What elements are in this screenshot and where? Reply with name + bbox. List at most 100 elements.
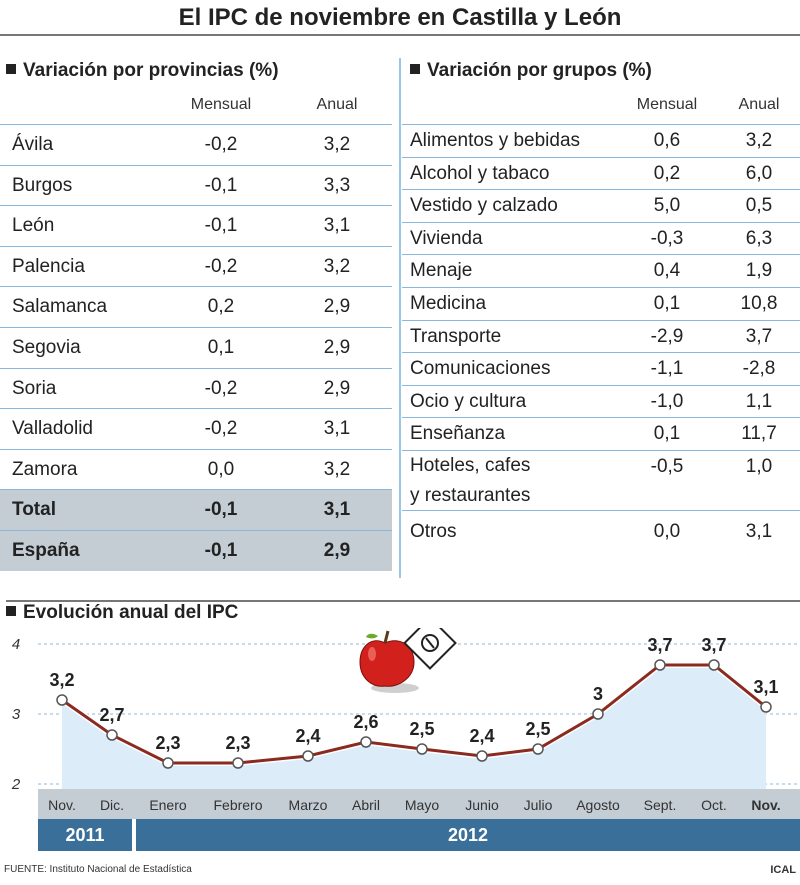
row-anual: 0,5 [745,195,773,217]
groups-row: Vivienda -0,3 6,3 [402,221,800,255]
row-name: Ávila [12,134,54,155]
x-tick-label: Junio [465,797,499,813]
row-anual: 6,3 [745,227,773,249]
data-point [532,743,544,755]
groups-col-mensual: Mensual [636,96,698,113]
x-tick-label: Mayo [405,797,439,813]
price-tag-icon [403,628,457,670]
row-name: Vivienda [410,227,483,249]
row-name: León [12,215,55,237]
provinces-espana-row: España -0,1 2,9 [0,529,392,571]
data-label: 2,4 [295,726,320,746]
data-point [302,750,314,762]
x-tick-label: Marzo [289,797,328,813]
row-mensual: -1,0 [650,390,684,412]
row-name: Comunicaciones [410,358,551,380]
row-anual: 11,7 [741,423,777,445]
row-anual: 3,1 [745,520,773,542]
x-tick-label: Agosto [576,797,620,813]
row-mensual: -0,1 [204,539,238,561]
row-name: Salamanca [12,296,108,318]
row-name: Palencia [12,255,85,277]
row-name: Soria [12,377,57,399]
row-name: Otros [410,520,457,542]
row-anual: 2,9 [323,296,351,318]
row-name: Menaje [410,260,473,282]
row-mensual: -0,3 [650,227,684,249]
row-anual: 2,9 [323,377,351,399]
data-label: 3,7 [701,635,726,655]
section-divider [399,58,401,578]
data-label: 2,4 [469,726,494,746]
row-mensual: 0,1 [653,423,681,445]
apple-icon [359,630,419,693]
groups-table: Mensual Anual Alimentos y bebidas 0,6 3,2 A… [402,88,800,554]
provinces-row: Zamora 0,0 3,2 [0,448,392,490]
data-point [592,708,604,720]
row-anual: 3,1 [323,418,351,440]
groups-row: Ocio y cultura -1,0 1,1 [402,384,800,418]
data-label: 3,2 [49,670,74,690]
data-point [760,701,772,713]
groups-hoteles-row: Hoteles, cafes y restaurantes -0,5 1,0 [402,449,800,510]
groups-row: Transporte -2,9 3,7 [402,319,800,353]
groups-row: Medicina 0,1 10,8 [402,286,800,320]
x-tick-label: Nov. [48,797,76,813]
data-label: 2,5 [525,719,550,739]
provinces-row: Ávila -0,2 3,2 [0,124,392,165]
row-name-line1: Hoteles, cafes [410,454,531,476]
row-name: Total [12,499,56,521]
chart-points [56,659,772,769]
data-label: 3,1 [753,677,778,697]
row-mensual: -2,9 [650,325,684,347]
data-point [360,736,372,748]
y-tick-label: 2 [11,776,21,793]
row-mensual: -0,2 [204,418,238,440]
line-chart: 3,2 2,7 2,3 2,3 2,4 2,6 2,5 2,4 2,5 3 3,7 3,7 3,1 2 3… [11,628,800,813]
bullet-square-icon [410,64,420,74]
row-anual: 3,2 [323,134,351,155]
provinces-table-header: Mensual Anual [0,88,392,124]
x-tick-label: Dic. [100,797,124,813]
row-mensual: -0,1 [204,215,238,237]
data-label: 2,5 [409,719,434,739]
row-name: Medicina [410,292,487,314]
row-mensual: 0,0 [653,520,681,542]
x-tick-label: Julio [524,797,553,813]
x-tick-label: Abril [352,797,380,813]
bullet-square-icon [6,606,16,616]
x-tick-label: Oct. [701,797,727,813]
row-name: Transporte [410,325,502,347]
row-mensual: -0,1 [204,499,238,521]
provinces-row: Soria -0,2 2,9 [0,367,392,409]
data-label: 3,7 [647,635,672,655]
data-point [106,729,118,741]
row-anual: 3,2 [745,130,773,151]
provinces-row: Valladolid -0,2 3,1 [0,408,392,449]
data-label: 2,7 [99,705,124,725]
provinces-table: Mensual Anual Ávila -0,2 3,2 Burgos -0,1 3,3 L… [0,88,392,571]
source-footer: FUENTE: Instituto Nacional de Estadístic… [4,864,192,875]
x-tick-label: Enero [149,797,187,813]
row-anual: 1,9 [745,260,773,282]
row-mensual: 0,1 [653,292,681,314]
year-2012-band: 2012 [136,819,800,851]
data-label: 2,3 [225,733,250,753]
chart-y-ticks: 2 3 4 [11,636,21,793]
row-anual: -2,8 [742,358,776,380]
groups-heading-label: Variación por grupos (%) [427,60,652,81]
row-mensual: -1,1 [650,358,684,380]
groups-row: Enseñanza 0,1 11,7 [402,417,800,450]
chart-title: Evolución anual del IPC [23,602,239,623]
data-label: 2,3 [155,733,180,753]
data-point [232,757,244,769]
data-point [708,659,720,671]
data-label: 2,6 [353,712,378,732]
row-name: Alimentos y bebidas [410,130,581,151]
y-tick-label: 3 [12,706,21,723]
y-tick-label: 4 [12,636,20,653]
row-mensual: 0,1 [207,336,235,358]
groups-table-header: Mensual Anual [402,88,800,124]
groups-otros-row: Otros 0,0 3,1 [402,509,800,554]
row-anual: 10,8 [740,292,778,314]
